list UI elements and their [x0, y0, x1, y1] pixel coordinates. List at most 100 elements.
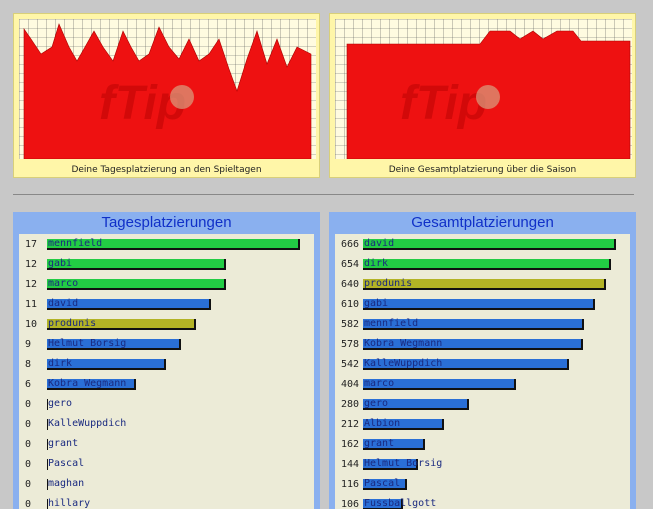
daily-placement-area [23, 23, 312, 159]
ranking-points: 0 [25, 479, 32, 490]
daily-rankings-list: 17 mennfield 12 gabi 12 marco 11 david 10 produni… [19, 234, 314, 509]
ranking-bar [363, 379, 516, 390]
ranking-bar [47, 299, 211, 310]
ranking-player-name: gabi [48, 258, 73, 269]
ranking-bar-zero [47, 459, 48, 470]
ranking-row: 0 gero [19, 394, 314, 414]
ranking-row: 10 produnis [19, 314, 314, 334]
ranking-row: 582 mennfield [335, 314, 630, 334]
ranking-points: 12 [25, 259, 38, 270]
daily-placement-chart: fTip Deine Tagesplatzierung an den Spiel… [13, 13, 320, 178]
ranking-points: 578 [341, 339, 360, 350]
season-rankings-title: Gesamtplatzierungen [411, 214, 554, 231]
ranking-points: 116 [341, 479, 360, 490]
ranking-bar [363, 359, 569, 370]
ranking-bar-zero [47, 499, 48, 509]
ranking-points: 0 [25, 399, 32, 410]
ranking-player-name: Fussballgott [364, 498, 437, 509]
ranking-player-name: Pascal [48, 458, 85, 469]
ranking-row: 654 dirk [335, 254, 630, 274]
ranking-points: 11 [25, 299, 38, 310]
ranking-bar [363, 299, 595, 310]
ranking-row: 144 Helmut Borsig [335, 454, 630, 474]
ranking-bar-zero [47, 439, 48, 450]
ranking-points: 0 [25, 439, 32, 450]
ranking-row: 404 marco [335, 374, 630, 394]
ranking-row: 0 hillary [19, 494, 314, 509]
ranking-bar [363, 419, 444, 430]
ranking-player-name: grant [364, 438, 395, 449]
ranking-points: 12 [25, 279, 38, 290]
ranking-row: 106 Fussballgott [335, 494, 630, 509]
ranking-points: 6 [25, 379, 32, 390]
football-icon [170, 85, 194, 109]
ranking-points: 212 [341, 419, 360, 430]
daily-chart-caption: Deine Tagesplatzierung an den Spieltagen [71, 165, 262, 175]
ranking-player-name: dirk [364, 258, 389, 269]
ranking-row: 212 Albion [335, 414, 630, 434]
ranking-player-name: gabi [364, 298, 389, 309]
ranking-player-name: hillary [48, 498, 91, 509]
ranking-player-name: Helmut Borsig [364, 458, 443, 469]
ranking-player-name: gero [364, 398, 389, 409]
daily-rankings-panel: Tagesplatzierungen 17 mennfield 12 gabi 12 ma… [13, 212, 320, 509]
ranking-row: 578 Kobra Wegmann [335, 334, 630, 354]
ranking-points: 10 [25, 319, 38, 330]
ranking-player-name: Kobra Wegmann [364, 338, 443, 349]
ranking-player-name: mennfield [48, 238, 103, 249]
ranking-points: 666 [341, 239, 360, 250]
ranking-player-name: Albion [364, 418, 401, 429]
ranking-row: 0 Pascal [19, 454, 314, 474]
ranking-row: 162 grant [335, 434, 630, 454]
ranking-player-name: Pascal [364, 478, 401, 489]
football-icon [476, 85, 500, 109]
watermark-logo: fTip [99, 77, 186, 130]
ranking-bar [363, 279, 606, 290]
ranking-points: 404 [341, 379, 360, 390]
ranking-row: 8 dirk [19, 354, 314, 374]
ranking-row: 12 gabi [19, 254, 314, 274]
ranking-row: 0 maghan [19, 474, 314, 494]
ranking-player-name: produnis [364, 278, 413, 289]
ranking-points: 17 [25, 239, 38, 250]
ranking-bar [363, 399, 469, 410]
season-placement-plot: fTip [335, 19, 632, 159]
section-divider [13, 194, 634, 195]
ranking-bar [363, 319, 584, 330]
ranking-player-name: mennfield [364, 318, 419, 329]
ranking-points: 144 [341, 459, 360, 470]
ranking-player-name: gero [48, 398, 73, 409]
ranking-player-name: Kobra Wegmann [48, 378, 127, 389]
ranking-bar [363, 479, 407, 490]
season-rankings-list: 666 david 654 dirk 640 produnis 610 gabi 582 menn… [335, 234, 630, 509]
ranking-bar [47, 379, 136, 390]
ranking-bar [363, 259, 611, 270]
ranking-row: 0 KalleWuppdich [19, 414, 314, 434]
season-chart-caption: Deine Gesamtplatzierung über die Saison [388, 165, 577, 175]
ranking-player-name: KalleWuppdich [48, 418, 127, 429]
ranking-bar [47, 339, 181, 350]
ranking-player-name: dirk [48, 358, 73, 369]
ranking-points: 162 [341, 439, 360, 450]
ranking-row: 6 Kobra Wegmann [19, 374, 314, 394]
ranking-player-name: KalleWuppdich [364, 358, 443, 369]
ranking-player-name: produnis [48, 318, 97, 329]
ranking-bar [47, 239, 300, 250]
ranking-player-name: maghan [48, 478, 85, 489]
ranking-row: 666 david [335, 234, 630, 254]
ranking-points: 640 [341, 279, 360, 290]
ranking-row: 9 Helmut Borsig [19, 334, 314, 354]
daily-rankings-title: Tagesplatzierungen [101, 214, 232, 231]
ranking-points: 0 [25, 459, 32, 470]
season-placement-chart: fTip Deine Gesamtplatzierung über die Sa… [329, 13, 636, 178]
ranking-row: 12 marco [19, 274, 314, 294]
ranking-row: 610 gabi [335, 294, 630, 314]
ranking-points: 582 [341, 319, 360, 330]
ranking-points: 654 [341, 259, 360, 270]
ranking-bar [47, 259, 226, 270]
ranking-bar [363, 459, 418, 470]
ranking-player-name: grant [48, 438, 79, 449]
ranking-row: 11 david [19, 294, 314, 314]
ranking-player-name: david [364, 238, 395, 249]
ranking-row: 640 produnis [335, 274, 630, 294]
